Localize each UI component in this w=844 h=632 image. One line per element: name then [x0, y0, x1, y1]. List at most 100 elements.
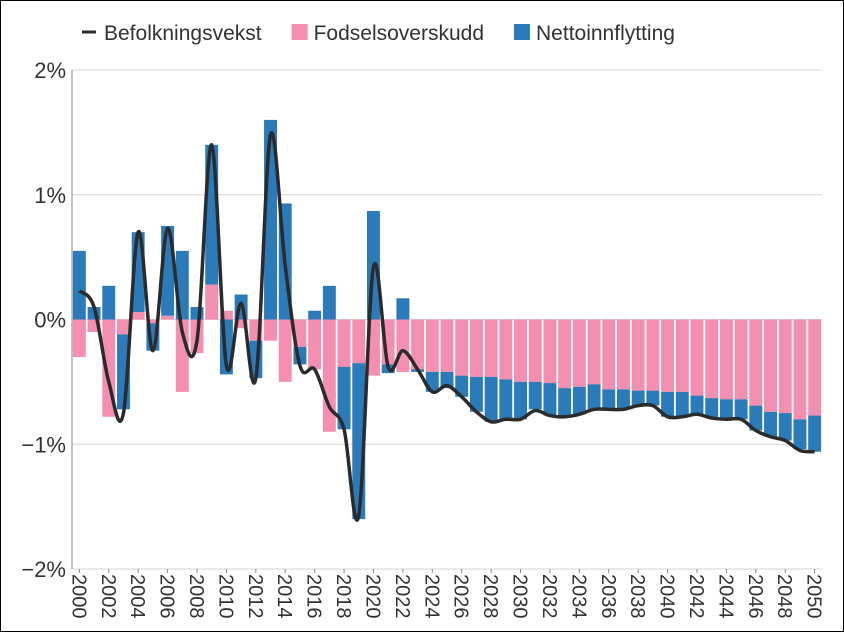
bar: [499, 379, 513, 420]
x-tick-label: 2022: [391, 574, 413, 619]
bar: [322, 285, 336, 320]
x-tick-label: 2038: [626, 574, 648, 619]
bar: [587, 384, 601, 410]
x-tick-label: 2030: [509, 574, 531, 619]
x-tick-label: 2018: [332, 574, 354, 619]
bar: [219, 310, 233, 320]
bar: [484, 319, 498, 377]
line: [78, 131, 815, 522]
bar: [572, 386, 586, 415]
bar: [572, 319, 586, 387]
bar: [793, 419, 807, 450]
x-tick-label: 2046: [744, 574, 766, 619]
bar: [558, 319, 572, 389]
bar: [675, 319, 689, 392]
y-tick-label: 0%: [34, 308, 66, 333]
bar: [514, 381, 527, 420]
bar: [117, 319, 130, 335]
x-tick-label: 2044: [714, 574, 736, 619]
bar: [543, 383, 557, 416]
bar: [690, 395, 704, 415]
x-tick-label: 2028: [479, 574, 501, 619]
bar: [749, 319, 763, 406]
bar: [528, 319, 542, 382]
y-tick-label: 2%: [34, 58, 66, 83]
legend-label: Fodselsoverskudd: [314, 22, 484, 45]
bar: [734, 399, 748, 420]
bar: [469, 376, 483, 412]
bar: [455, 319, 469, 376]
x-tick-label: 2034: [567, 574, 589, 619]
bar: [793, 319, 807, 420]
x-tick-label: 2012: [244, 574, 266, 619]
bar: [808, 415, 822, 452]
bar: [778, 413, 792, 441]
bar: [278, 319, 292, 382]
legend-label: Nettoinnflytting: [536, 22, 675, 45]
bar: [764, 319, 777, 412]
y-tick-label: 1%: [34, 183, 66, 208]
bar: [484, 376, 498, 422]
bar: [719, 319, 733, 400]
bar: [440, 371, 454, 389]
bar: [675, 391, 689, 417]
bar: [617, 319, 630, 390]
x-tick-label: 2040: [656, 574, 678, 619]
bar: [558, 388, 572, 417]
x-tick-label: 2008: [185, 574, 207, 619]
bar: [396, 298, 410, 320]
bar: [528, 381, 542, 410]
bar: [646, 319, 660, 391]
x-tick-label: 2024: [420, 574, 442, 619]
bar: [234, 319, 248, 329]
bar: [646, 390, 660, 406]
legend-swatch: [514, 24, 531, 40]
bar: [102, 285, 116, 320]
x-tick-label: 2050: [803, 574, 825, 619]
bar: [337, 366, 351, 430]
bar: [131, 312, 145, 320]
bar: [411, 319, 425, 370]
x-tick-label: 2020: [361, 574, 383, 619]
bar: [602, 319, 616, 390]
x-tick-label: 2036: [597, 574, 619, 619]
bar: [514, 319, 527, 382]
y-tick-label: −2%: [21, 557, 66, 582]
bar: [602, 389, 616, 410]
bar: [690, 319, 704, 396]
bar: [264, 319, 277, 341]
bar: [161, 315, 175, 320]
bar: [72, 319, 86, 357]
x-tick-label: 2000: [67, 574, 89, 619]
x-tick-label: 2004: [126, 574, 148, 619]
bar: [808, 319, 822, 416]
bar: [734, 319, 748, 400]
bar: [764, 411, 777, 437]
x-tick-label: 2006: [156, 574, 178, 619]
bar: [631, 390, 645, 406]
y-tick-label: −1%: [21, 432, 66, 457]
x-tick-label: 2048: [773, 574, 795, 619]
bar: [705, 319, 719, 399]
bar: [617, 389, 630, 410]
bar: [337, 319, 351, 367]
bar: [587, 319, 601, 385]
bar: [146, 319, 160, 324]
x-tick-label: 2010: [214, 574, 236, 619]
bar: [396, 319, 410, 372]
bar: [719, 399, 733, 420]
bar: [425, 319, 439, 372]
x-tick-label: 2002: [97, 574, 119, 619]
legend-swatch: [291, 24, 308, 40]
bar: [205, 284, 219, 320]
bar: [661, 319, 675, 392]
bar: [308, 310, 322, 320]
bar: [352, 319, 366, 364]
legend-label: Befolkningsvekst: [104, 22, 262, 45]
x-tick-label: 2016: [303, 574, 325, 619]
bar: [469, 319, 483, 377]
x-tick-label: 2026: [450, 574, 472, 619]
x-tick-label: 2014: [273, 574, 295, 619]
bar: [778, 319, 792, 414]
